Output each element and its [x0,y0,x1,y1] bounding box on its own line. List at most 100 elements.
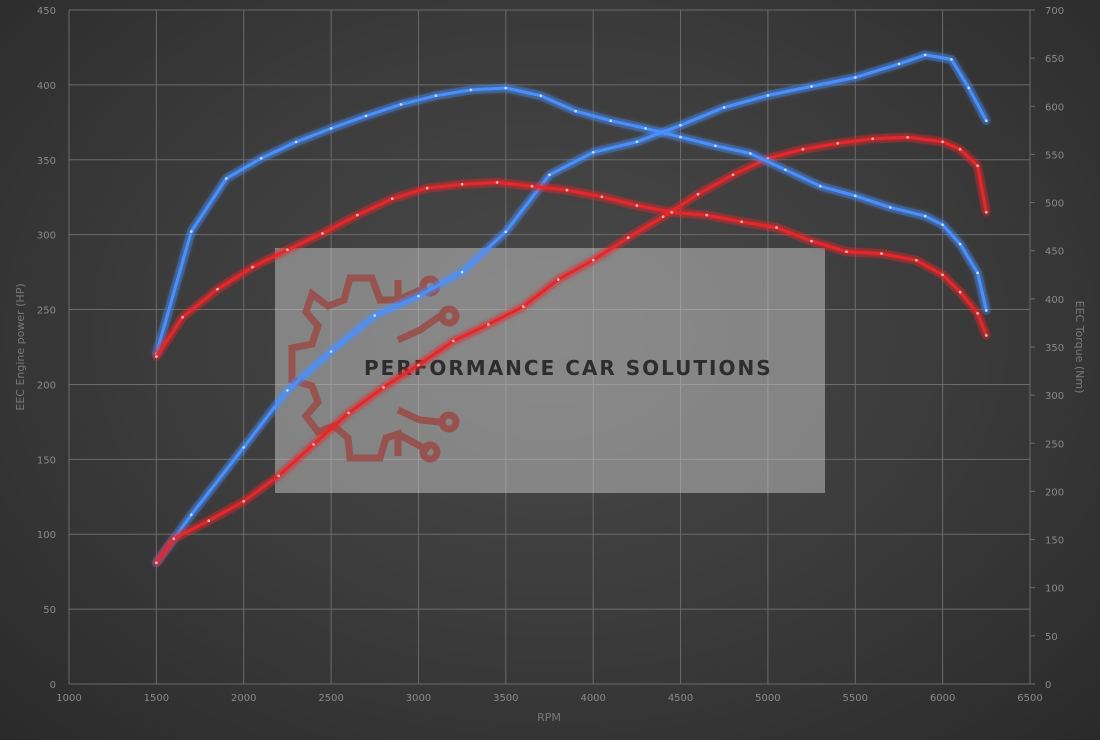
y2-tick-label: 100 [1045,584,1064,595]
y-tick-label: 300 [37,231,56,242]
data-point [469,88,473,92]
data-point [425,186,429,190]
data-point [609,119,612,122]
data-point [216,287,219,291]
data-point [382,386,385,389]
x-tick-label: 2000 [231,693,256,704]
data-point [871,137,874,141]
data-point [399,103,403,106]
data-point [259,157,263,160]
y-axis-right-label: EEC Torque (Nm) [1073,301,1086,394]
data-point [923,214,927,218]
data-point [635,140,639,144]
data-point [740,220,743,224]
data-point [906,136,909,139]
data-point [784,168,787,172]
data-point [749,152,752,155]
watermark-text: PERFORMANCE CAR SOLUTIONS [364,356,773,380]
data-point [958,290,962,294]
data-point [539,94,543,97]
data-point [294,140,298,144]
series-line [154,53,988,565]
data-point [670,210,674,214]
data-point [985,309,988,312]
data-point [329,350,333,353]
data-point [390,197,394,200]
data-point [880,252,883,255]
data-point [277,474,281,478]
data-point [574,109,577,113]
data-point [775,226,778,229]
data-point [225,177,228,180]
data-point [845,250,848,253]
y-tick-label: 50 [43,605,56,616]
y-axis-right-ticks: 0 50 100 150 200 250 300 350 400 450 500 550 600 650 7… [1030,6,1064,691]
data-point [251,265,254,269]
data-point [766,157,770,160]
y2-tick-label: 550 [1045,150,1064,161]
data-point [801,148,805,151]
data-point [417,294,420,298]
data-point [460,270,464,274]
data-point [242,500,245,503]
grid [68,9,1031,685]
data-point [731,173,735,177]
x-axis-label: RPM [537,711,561,724]
data-point [347,411,350,415]
y-tick-label: 0 [50,680,56,691]
x-tick-label: 5500 [843,693,868,704]
y-tick-label: 350 [37,156,56,167]
y-axis-left-label: EEC Engine power (HP) [14,283,27,410]
data-point [950,58,953,61]
data-point [495,181,499,184]
x-tick-label: 3500 [493,693,518,704]
data-point [312,443,315,446]
data-point [434,94,438,97]
data-point [556,278,560,281]
data-point [591,258,595,262]
data-point [679,124,682,127]
watermark-panel [275,248,825,493]
data-point [565,188,569,192]
data-point [714,144,717,148]
y2-tick-label: 650 [1045,54,1064,65]
data-point [190,513,193,517]
y2-tick-label: 500 [1045,199,1064,210]
data-point [976,271,979,275]
y2-tick-label: 200 [1045,487,1064,498]
data-point [915,259,918,262]
data-point [958,148,962,151]
x-axis-ticks: 1000 1500 2000 2500 3000 3500 4000 4500 5000 5500… [56,693,1042,704]
data-point [976,312,979,315]
y-tick-label: 250 [37,306,56,317]
x-tick-label: 1000 [56,693,81,704]
x-tick-label: 4500 [668,693,693,704]
x-tick-label: 4000 [580,693,605,704]
x-tick-label: 2500 [318,693,343,704]
data-point [356,213,359,217]
data-point [181,315,184,319]
data-point [373,314,377,317]
data-point [460,183,464,186]
y2-tick-label: 300 [1045,391,1064,402]
y2-tick-label: 250 [1045,439,1064,450]
data-point [286,248,289,252]
data-point [941,273,944,277]
data-point [985,119,988,123]
gear-logo-icon [288,274,460,463]
data-point [985,210,988,214]
data-point [172,537,176,540]
data-point [504,230,508,233]
data-point [819,184,822,188]
data-point [635,204,639,207]
data-point [417,363,420,367]
x-tick-label: 1500 [144,693,169,704]
data-point [155,561,158,564]
data-point [941,223,944,226]
y2-tick-label: 600 [1045,102,1064,113]
data-point [722,106,726,109]
y-tick-label: 400 [37,81,56,92]
data-point [854,194,857,198]
data-point [941,140,944,144]
